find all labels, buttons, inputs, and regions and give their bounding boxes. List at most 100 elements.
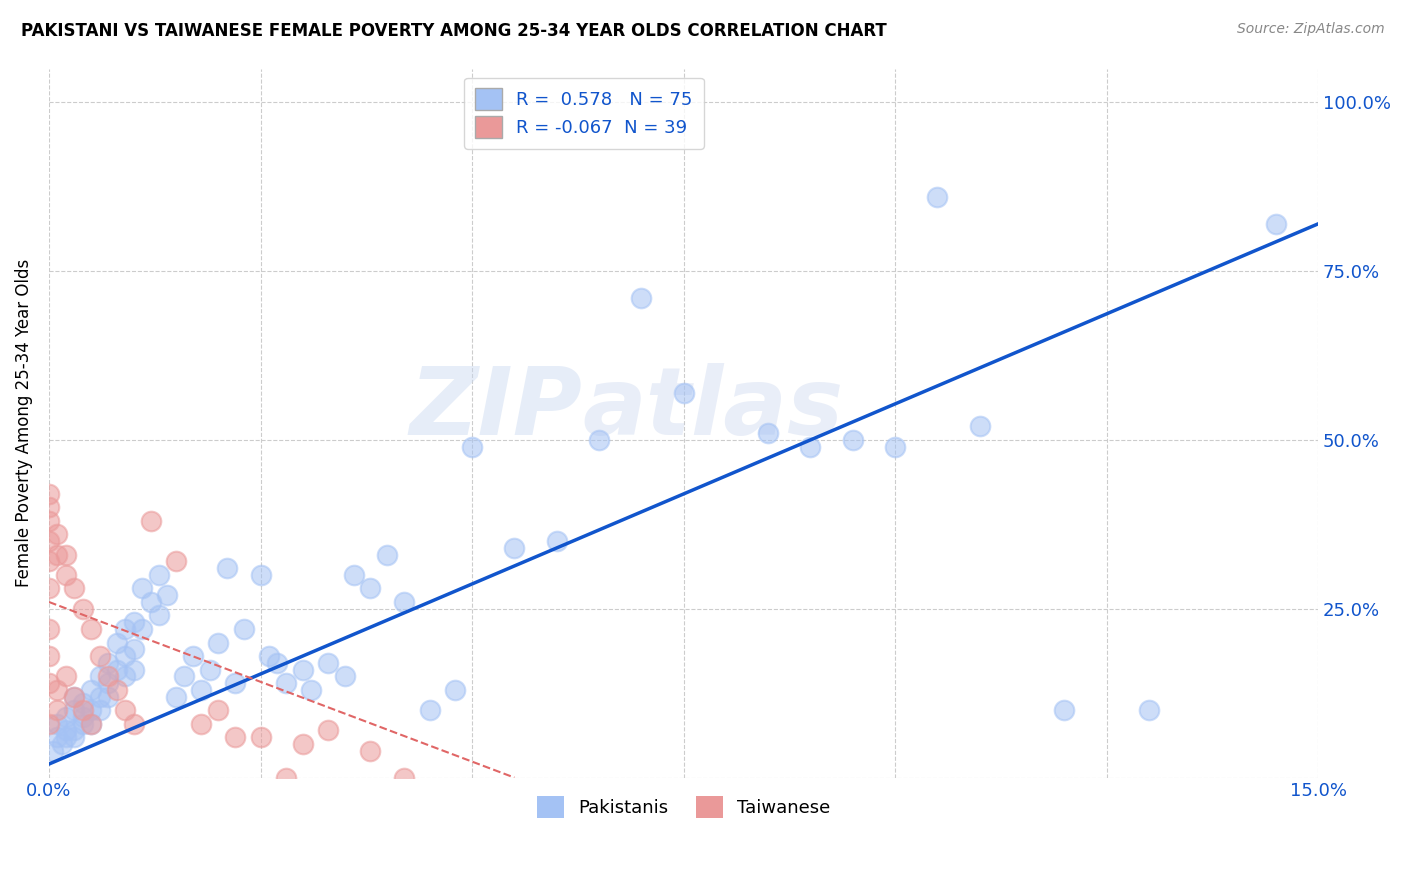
Point [63, 730, 86, 744]
Point [38, 676, 60, 690]
Point [97, 676, 120, 690]
Point [224, 730, 246, 744]
Point [38, 487, 60, 501]
Point [46, 730, 69, 744]
Point [46, 527, 69, 541]
Point [588, 433, 610, 447]
Point [419, 703, 441, 717]
Point [756, 426, 779, 441]
Point [80, 682, 103, 697]
Point [215, 561, 238, 575]
Point [55, 730, 77, 744]
Point [97, 656, 120, 670]
Point [1137, 703, 1160, 717]
Point [131, 582, 153, 596]
Point [503, 541, 526, 555]
Point [342, 568, 364, 582]
Point [377, 548, 399, 562]
Point [291, 737, 314, 751]
Point [63, 723, 86, 738]
Point [89, 669, 111, 683]
Point [291, 663, 314, 677]
Point [105, 663, 128, 677]
Point [799, 440, 821, 454]
Point [122, 615, 145, 630]
Point [46, 716, 69, 731]
Point [173, 669, 195, 683]
Point [72, 703, 94, 717]
Point [80, 716, 103, 731]
Point [257, 648, 280, 663]
Point [38, 716, 60, 731]
Point [333, 669, 356, 683]
Text: ZIP: ZIP [409, 363, 582, 455]
Point [360, 743, 382, 757]
Text: Source: ZipAtlas.com: Source: ZipAtlas.com [1237, 22, 1385, 37]
Point [274, 771, 297, 785]
Text: PAKISTANI VS TAIWANESE FEMALE POVERTY AMONG 25-34 YEAR OLDS CORRELATION CHART: PAKISTANI VS TAIWANESE FEMALE POVERTY AM… [21, 22, 887, 40]
Point [114, 669, 136, 683]
Point [148, 608, 170, 623]
Point [165, 690, 187, 704]
Point [89, 648, 111, 663]
Point [198, 663, 221, 677]
Point [80, 622, 103, 636]
Point [148, 568, 170, 582]
Point [38, 622, 60, 636]
Text: atlas: atlas [582, 363, 844, 455]
Point [1053, 703, 1076, 717]
Point [274, 676, 297, 690]
Point [55, 710, 77, 724]
Point [46, 548, 69, 562]
Legend: Pakistanis, Taiwanese: Pakistanis, Taiwanese [530, 789, 838, 825]
Point [72, 710, 94, 724]
Point [122, 663, 145, 677]
Point [122, 716, 145, 731]
Point [190, 682, 212, 697]
Point [190, 716, 212, 731]
Point [842, 433, 865, 447]
Point [51, 737, 73, 751]
Point [360, 582, 382, 596]
Point [1264, 217, 1286, 231]
Point [181, 648, 204, 663]
Point [224, 676, 246, 690]
Point [97, 690, 120, 704]
Point [55, 669, 77, 683]
Point [266, 656, 288, 670]
Point [444, 682, 467, 697]
Point [461, 440, 484, 454]
Point [394, 595, 416, 609]
Point [105, 682, 128, 697]
Point [316, 723, 339, 738]
Point [72, 696, 94, 710]
Point [630, 291, 652, 305]
Point [156, 588, 179, 602]
Point [38, 534, 60, 549]
Point [72, 716, 94, 731]
Point [122, 642, 145, 657]
Point [114, 648, 136, 663]
Point [969, 419, 991, 434]
Point [63, 582, 86, 596]
Point [139, 595, 162, 609]
Point [46, 682, 69, 697]
Point [80, 716, 103, 731]
Point [72, 601, 94, 615]
Point [927, 190, 949, 204]
Point [80, 703, 103, 717]
Point [316, 656, 339, 670]
Point [89, 703, 111, 717]
Y-axis label: Female Poverty Among 25-34 Year Olds: Female Poverty Among 25-34 Year Olds [15, 259, 32, 587]
Point [55, 568, 77, 582]
Point [38, 514, 60, 528]
Point [139, 514, 162, 528]
Point [207, 635, 229, 649]
Point [42, 743, 65, 757]
Point [546, 534, 568, 549]
Point [232, 622, 254, 636]
Point [114, 703, 136, 717]
Point [394, 771, 416, 785]
Point [63, 690, 86, 704]
Point [165, 554, 187, 568]
